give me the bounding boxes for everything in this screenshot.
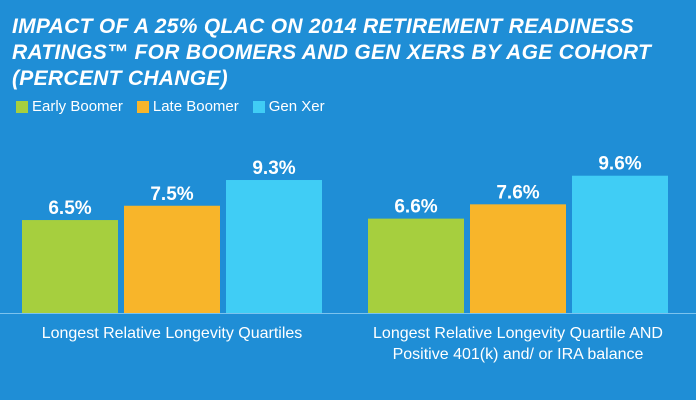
legend-label: Gen Xer <box>268 98 325 115</box>
legend-item-0: Early Boomer <box>16 98 123 115</box>
chart-title: IMPACT OF A 25% QLAC ON 2014 RETIREMENT … <box>12 15 652 90</box>
legend-swatch <box>252 100 265 113</box>
data-label: 7.5% <box>150 184 193 205</box>
legend-label: Early Boomer <box>32 98 123 115</box>
data-label: 9.6% <box>598 154 641 175</box>
data-label: 6.5% <box>48 198 91 219</box>
category-label: Longest Relative Longevity Quartiles <box>41 325 303 342</box>
data-label: 7.6% <box>496 182 539 203</box>
bar-0-0 <box>22 220 118 313</box>
legend: Early Boomer Late Boomer Gen Xer <box>16 98 325 115</box>
data-label: 9.3% <box>252 158 295 179</box>
legend-item-1: Late Boomer <box>136 98 239 115</box>
legend-swatch <box>136 100 149 113</box>
bar-1-2 <box>572 175 668 313</box>
bar-0-1 <box>124 205 220 313</box>
bar-1-1 <box>470 204 566 313</box>
legend-item-2: Gen Xer <box>252 98 325 115</box>
legend-label: Late Boomer <box>152 98 239 115</box>
bar-0-2 <box>226 180 322 313</box>
category-label: Longest Relative Longevity Quartile AND … <box>373 325 663 363</box>
bar-1-0 <box>368 218 464 313</box>
legend-swatch <box>16 100 28 113</box>
data-label: 6.6% <box>394 197 437 218</box>
